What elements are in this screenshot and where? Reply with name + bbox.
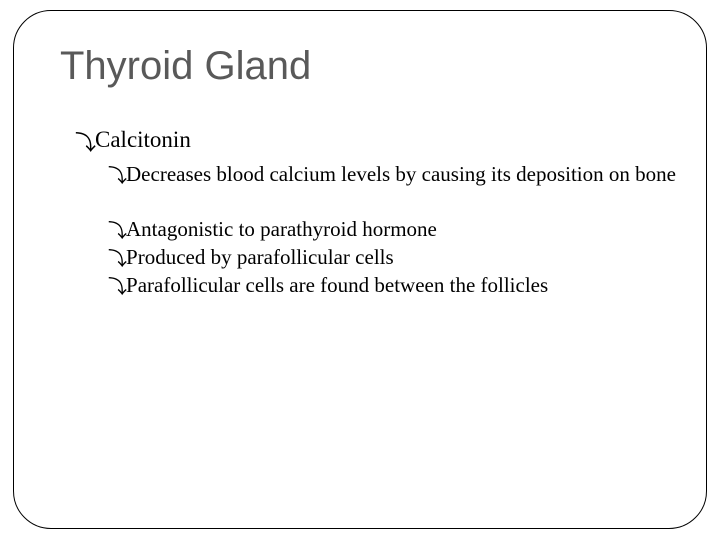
bullet-level2-1: ⤵ Antagonistic to parathyroid hormone	[108, 216, 678, 243]
curl-icon: ⤵	[108, 272, 124, 299]
bullet-l2-text: Decreases blood calcium levels by causin…	[126, 161, 676, 187]
bullet-level2-2: ⤵ Produced by parafollicular cells	[108, 244, 678, 271]
bullet-l2-text: Antagonistic to parathyroid hormone	[126, 216, 437, 242]
curl-icon: ⤵	[75, 127, 93, 157]
slide: Thyroid Gland ⤵ Calcitonin ⤵ Decreases b…	[0, 0, 720, 540]
curl-icon: ⤵	[108, 216, 124, 243]
curl-icon: ⤵	[108, 244, 124, 271]
bullet-level2-3: ⤵ Parafollicular cells are found between…	[108, 272, 678, 299]
bullet-level2-0: ⤵ Decreases blood calcium levels by caus…	[108, 161, 678, 188]
slide-title: Thyroid Gland	[60, 44, 311, 89]
bullet-l2-text: Produced by parafollicular cells	[126, 244, 394, 270]
bullet-l1-text: Calcitonin	[95, 127, 191, 153]
bullet-level1-0: ⤵ Calcitonin	[75, 127, 191, 157]
bullet-l2-text: Parafollicular cells are found between t…	[126, 272, 548, 298]
curl-icon: ⤵	[108, 161, 124, 188]
